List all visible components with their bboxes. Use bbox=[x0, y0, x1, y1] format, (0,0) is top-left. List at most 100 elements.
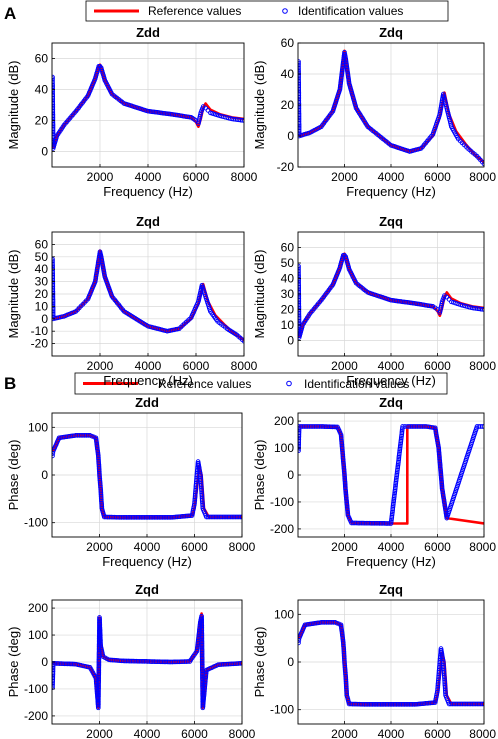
series-identification-point bbox=[196, 629, 202, 634]
legend-b-identification-label: Identification values bbox=[304, 377, 409, 391]
series-identification-point bbox=[199, 637, 205, 643]
y-tick-label: 100 bbox=[28, 628, 48, 642]
series-identification-point bbox=[298, 446, 301, 452]
series-identification-point bbox=[298, 313, 302, 319]
series-identification-point bbox=[298, 270, 301, 275]
series-identification-point bbox=[174, 514, 180, 520]
series-identification-point bbox=[202, 679, 208, 684]
series-identification-point bbox=[52, 675, 56, 681]
series-identification-point bbox=[98, 640, 103, 645]
series-identification-point bbox=[52, 273, 56, 278]
series-identification-point bbox=[203, 671, 209, 676]
series-identification-point bbox=[359, 520, 364, 526]
series-identification-point bbox=[52, 112, 56, 117]
series-identification-point bbox=[331, 424, 337, 430]
series-identification-point bbox=[200, 679, 205, 685]
x-tick-label: 4000 bbox=[134, 540, 161, 554]
series-identification-point bbox=[122, 515, 128, 520]
series-identification-point bbox=[453, 701, 459, 707]
series-identification-point bbox=[349, 520, 354, 526]
x-tick-label: 6000 bbox=[181, 540, 208, 554]
series-identification-point bbox=[199, 629, 205, 635]
series-identification-point bbox=[391, 496, 397, 502]
series-identification-point bbox=[52, 669, 56, 674]
series-identification-point bbox=[155, 515, 160, 520]
y-tick-label: 0 bbox=[287, 129, 294, 143]
series-identification-point bbox=[52, 113, 56, 119]
series-identification-point bbox=[298, 438, 302, 444]
series-identification-point bbox=[96, 660, 102, 666]
series-identification-point bbox=[205, 514, 211, 520]
series-identification-point bbox=[298, 312, 302, 318]
y-tick-label: 20 bbox=[35, 114, 49, 128]
series-identification-point bbox=[298, 67, 301, 73]
series-identification-point bbox=[199, 663, 205, 669]
series-identification-point bbox=[199, 634, 205, 640]
series-identification-point bbox=[215, 662, 221, 668]
series-identification-point bbox=[199, 486, 204, 491]
series-identification-point bbox=[441, 664, 447, 670]
series-identification-point bbox=[298, 279, 301, 285]
series-identification-point bbox=[201, 690, 207, 696]
series-identification-point bbox=[298, 437, 302, 442]
series-identification-point bbox=[298, 128, 302, 134]
series-identification-point bbox=[215, 514, 221, 520]
series-identification-point bbox=[120, 515, 126, 520]
series-identification-point bbox=[439, 482, 445, 488]
x-axis-label: Frequency (Hz) bbox=[346, 373, 436, 388]
panel-label-b: B bbox=[4, 374, 16, 393]
series-identification-point bbox=[342, 480, 348, 486]
series-identification-point bbox=[203, 105, 208, 111]
series-identification-point bbox=[298, 265, 301, 271]
series-identification-point bbox=[199, 666, 205, 672]
series-identification-point bbox=[342, 472, 347, 478]
series-identification-point bbox=[405, 702, 411, 707]
series-identification-point bbox=[218, 514, 224, 520]
series-identification-point bbox=[298, 107, 302, 113]
series-identification-point bbox=[200, 703, 206, 709]
series-identification-point bbox=[298, 288, 302, 293]
series-identification-point bbox=[52, 453, 55, 459]
series-identification-point bbox=[52, 90, 55, 96]
series-identification-point bbox=[298, 117, 302, 123]
series-identification-point bbox=[363, 702, 369, 707]
y-tick-label: 40 bbox=[35, 83, 49, 97]
series-identification-point bbox=[365, 702, 371, 707]
series-identification-point bbox=[199, 625, 205, 630]
legend-a-box bbox=[85, 0, 449, 22]
series-identification-point bbox=[338, 433, 344, 439]
series-identification-point bbox=[94, 440, 99, 446]
series-identification-point bbox=[372, 520, 377, 526]
series-identification-point bbox=[147, 659, 152, 664]
series-identification-point bbox=[193, 489, 198, 495]
series-identification-point bbox=[437, 463, 443, 469]
y-tick-label: 100 bbox=[274, 607, 294, 621]
series-identification-point bbox=[438, 466, 443, 472]
series-identification-point bbox=[52, 128, 56, 133]
series-identification-point bbox=[198, 477, 204, 483]
series-identification-point bbox=[95, 703, 101, 709]
series-identification-point bbox=[241, 338, 244, 344]
series-identification-point bbox=[199, 644, 205, 650]
series-identification-point bbox=[52, 110, 56, 116]
series-identification-point bbox=[52, 287, 56, 293]
series-identification-point bbox=[52, 102, 56, 107]
series-identification-point bbox=[199, 621, 205, 627]
series-identification-point bbox=[318, 424, 324, 429]
series-identification-point bbox=[96, 674, 102, 680]
y-tick-label: 40 bbox=[281, 272, 295, 286]
series-identification-point bbox=[328, 424, 334, 430]
series-identification-point bbox=[199, 108, 204, 114]
x-tick-label: 2000 bbox=[87, 170, 114, 184]
series-identification-point bbox=[298, 317, 302, 322]
series-identification-point bbox=[298, 296, 302, 301]
series-identification-point bbox=[52, 107, 56, 112]
x-tick-label: 2000 bbox=[331, 727, 358, 739]
series-identification-point bbox=[52, 87, 55, 93]
series-identification-point bbox=[298, 60, 301, 66]
series-identification-point bbox=[298, 78, 301, 84]
series-identification-point bbox=[52, 282, 56, 288]
series-identification-point bbox=[199, 613, 204, 619]
